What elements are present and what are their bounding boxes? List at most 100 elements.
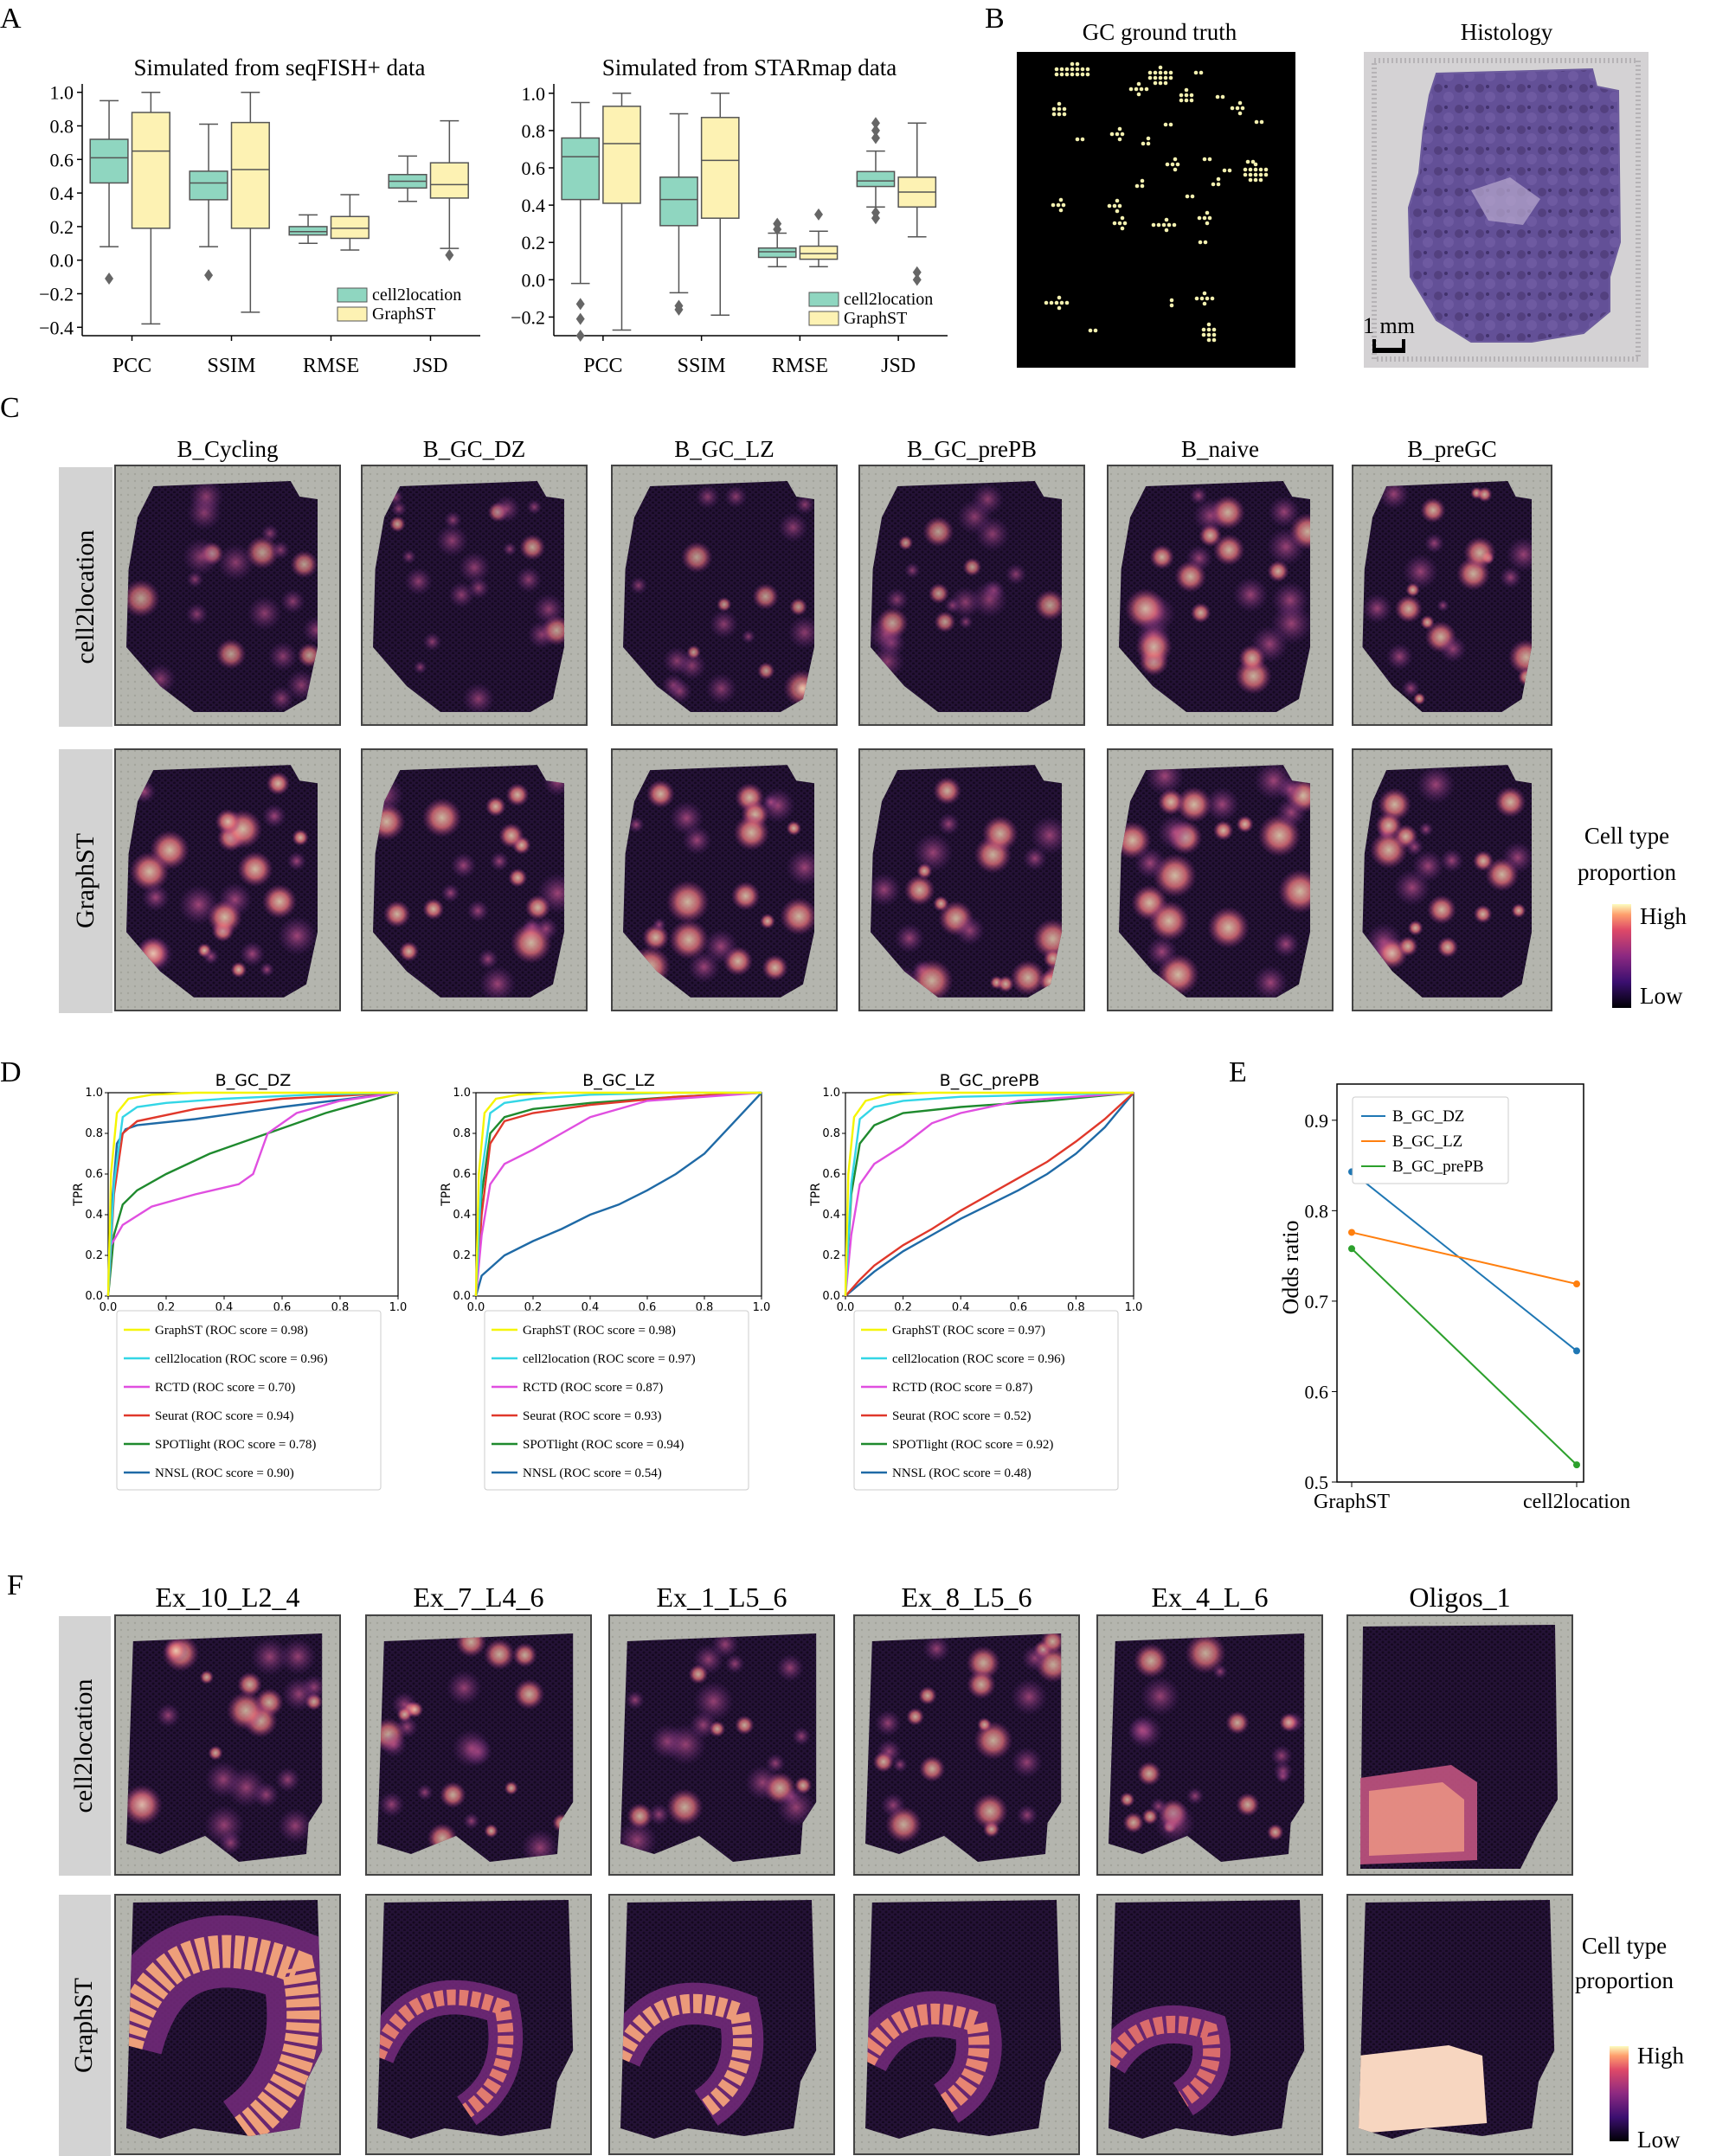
svg-text:cell2location: cell2location bbox=[69, 1679, 98, 1813]
y-tick-label: 0.4 bbox=[85, 1209, 103, 1222]
gc-spot bbox=[1070, 72, 1075, 77]
roc-legend-label: SPOTlight (ROC score = 0.92) bbox=[892, 1438, 1053, 1452]
roc-title: B_GC_DZ bbox=[215, 1071, 292, 1090]
gc-spot bbox=[1051, 202, 1056, 208]
proportion-hotspot bbox=[662, 646, 691, 676]
gc-spot bbox=[1240, 106, 1245, 111]
roc-plot-frame bbox=[475, 1092, 762, 1297]
proportion-hotspot bbox=[443, 510, 462, 529]
gc-spot bbox=[1253, 167, 1258, 172]
proportion-hotspot bbox=[1034, 589, 1062, 621]
proportion-hotspot bbox=[1135, 628, 1173, 665]
proportion-hotspot bbox=[954, 915, 985, 946]
proportion-hotspot bbox=[526, 499, 543, 515]
roc-legend-label: SPOTlight (ROC score = 0.94) bbox=[523, 1438, 684, 1452]
gc-spot bbox=[1075, 67, 1080, 72]
proportion-hotspot bbox=[1289, 512, 1310, 550]
layer-band bbox=[1109, 2015, 1221, 2107]
proportion-hotspot bbox=[918, 1755, 946, 1782]
gc-spot bbox=[1235, 106, 1240, 111]
gc-spot bbox=[1140, 183, 1145, 189]
proportion-hotspot bbox=[724, 484, 748, 509]
y-tick-label: 0.2 bbox=[522, 232, 546, 253]
gc-spot bbox=[1207, 215, 1212, 221]
x-tick-label: GraphST bbox=[1314, 1491, 1390, 1513]
proportion-hotspot bbox=[1122, 1812, 1145, 1833]
outlier-point bbox=[871, 206, 880, 219]
proportion-hotspot bbox=[280, 1638, 317, 1675]
y-tick-label: 0.4 bbox=[822, 1209, 840, 1222]
proportion-overlay bbox=[1124, 486, 1310, 695]
gc-spot bbox=[1184, 87, 1189, 93]
proportion-hotspot bbox=[226, 1768, 267, 1808]
proportion-hotspot bbox=[711, 1633, 739, 1659]
roc-legend-label: NNSL (ROC score = 0.90) bbox=[155, 1466, 294, 1480]
gc-spot bbox=[1128, 87, 1134, 92]
proportion-hotspot bbox=[512, 1642, 537, 1668]
proportion-hotspot bbox=[1040, 1633, 1062, 1654]
proportion-hotspot bbox=[1416, 765, 1456, 805]
histology-image: 1 mm bbox=[1363, 52, 1649, 368]
proportion-hotspot bbox=[1394, 594, 1423, 623]
gc-spot bbox=[1115, 198, 1120, 203]
proportion-hotspot bbox=[245, 536, 280, 569]
proportion-hotspot bbox=[627, 1802, 653, 1830]
y-tick-label: 0.0 bbox=[453, 1290, 471, 1303]
odds-point bbox=[1348, 1245, 1355, 1253]
gc-spot bbox=[1179, 93, 1184, 98]
outlier-point bbox=[912, 273, 922, 286]
gc-spot bbox=[1165, 162, 1170, 167]
gc-spot bbox=[1156, 222, 1161, 228]
y-tick-label: 1.0 bbox=[822, 1087, 840, 1100]
odds-ratio-ylabel: Odds ratio bbox=[1278, 1220, 1303, 1314]
y-tick-label: 0.8 bbox=[50, 116, 74, 138]
proportion-hotspot bbox=[786, 849, 814, 887]
gc-spot bbox=[1054, 67, 1059, 72]
panel-b: GC ground truth Histology 1 mm bbox=[1017, 19, 1649, 368]
proportion-hotspot bbox=[709, 609, 739, 639]
boxplot-title-seqfish: Simulated from seqFISH+ data bbox=[134, 55, 426, 80]
y-tick-label: 0.0 bbox=[50, 250, 74, 272]
legend-label: GraphST bbox=[844, 309, 907, 328]
gc-spot bbox=[1206, 327, 1211, 332]
roc-curve-0 bbox=[844, 1091, 1134, 1297]
gc-spot bbox=[1243, 172, 1248, 177]
gc-spot bbox=[1169, 298, 1174, 303]
proportion-hotspot bbox=[277, 1808, 313, 1844]
gc-spot bbox=[1117, 126, 1122, 132]
proportion-hotspot bbox=[156, 1703, 181, 1728]
gc-spot bbox=[1062, 112, 1067, 117]
gc-spot bbox=[1198, 240, 1203, 245]
legend-swatch bbox=[808, 292, 839, 307]
x-tick-label: RMSE bbox=[303, 355, 359, 377]
y-tick-label: 1.0 bbox=[522, 83, 546, 105]
proportion-hotspot bbox=[504, 1781, 518, 1795]
outlier-point bbox=[575, 330, 585, 342]
gc-spot bbox=[1163, 70, 1168, 75]
celltype-title-Ex_8_L5_6: Ex_8_L5_6 bbox=[901, 1582, 1032, 1613]
svg-text:High: High bbox=[1640, 903, 1687, 929]
proportion-hotspot bbox=[922, 1635, 950, 1663]
proportion-hotspot bbox=[913, 832, 954, 873]
panel-f-spatial-maps: cell2location GraphST Cell type proporti… bbox=[59, 1582, 1685, 2156]
proportion-hotspot bbox=[794, 494, 814, 515]
proportion-hotspot bbox=[286, 851, 306, 871]
histology-title: Histology bbox=[1461, 19, 1553, 45]
box-GraphST bbox=[330, 215, 370, 240]
proportion-overlay bbox=[126, 1634, 323, 1855]
gc-spot bbox=[1057, 101, 1062, 106]
roc-legend-label: NNSL (ROC score = 0.48) bbox=[892, 1466, 1032, 1480]
gc-spot bbox=[1243, 167, 1248, 172]
proportion-overlay bbox=[126, 1915, 323, 2139]
celltype-title-B_naive: B_naive bbox=[1181, 436, 1259, 462]
gc-spot bbox=[1070, 67, 1075, 72]
proportion-hotspot bbox=[966, 1646, 1000, 1680]
box-GraphST bbox=[131, 112, 170, 229]
gc-spot bbox=[1064, 67, 1070, 72]
proportion-hotspot bbox=[1253, 965, 1289, 998]
svg-text:GraphST: GraphST bbox=[69, 1978, 98, 2073]
y-axis-label: TPR bbox=[809, 1183, 823, 1207]
gc-spot bbox=[1222, 168, 1227, 173]
proportion-hotspot bbox=[709, 1720, 726, 1737]
